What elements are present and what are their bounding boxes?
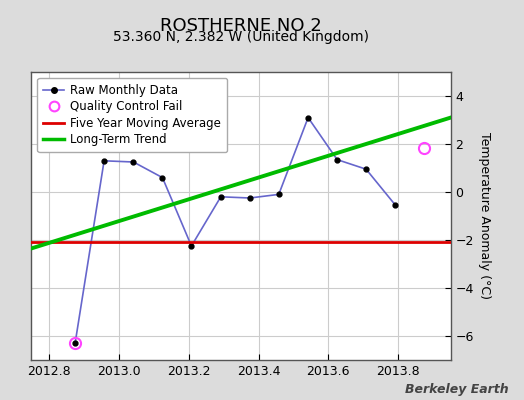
Title: 53.360 N, 2.382 W (United Kingdom): 53.360 N, 2.382 W (United Kingdom) [113, 30, 369, 44]
Y-axis label: Temperature Anomaly (°C): Temperature Anomaly (°C) [477, 132, 490, 300]
Legend: Raw Monthly Data, Quality Control Fail, Five Year Moving Average, Long-Term Tren: Raw Monthly Data, Quality Control Fail, … [37, 78, 227, 152]
Text: Berkeley Earth: Berkeley Earth [405, 383, 508, 396]
Text: ROSTHERNE NO 2: ROSTHERNE NO 2 [160, 16, 322, 34]
